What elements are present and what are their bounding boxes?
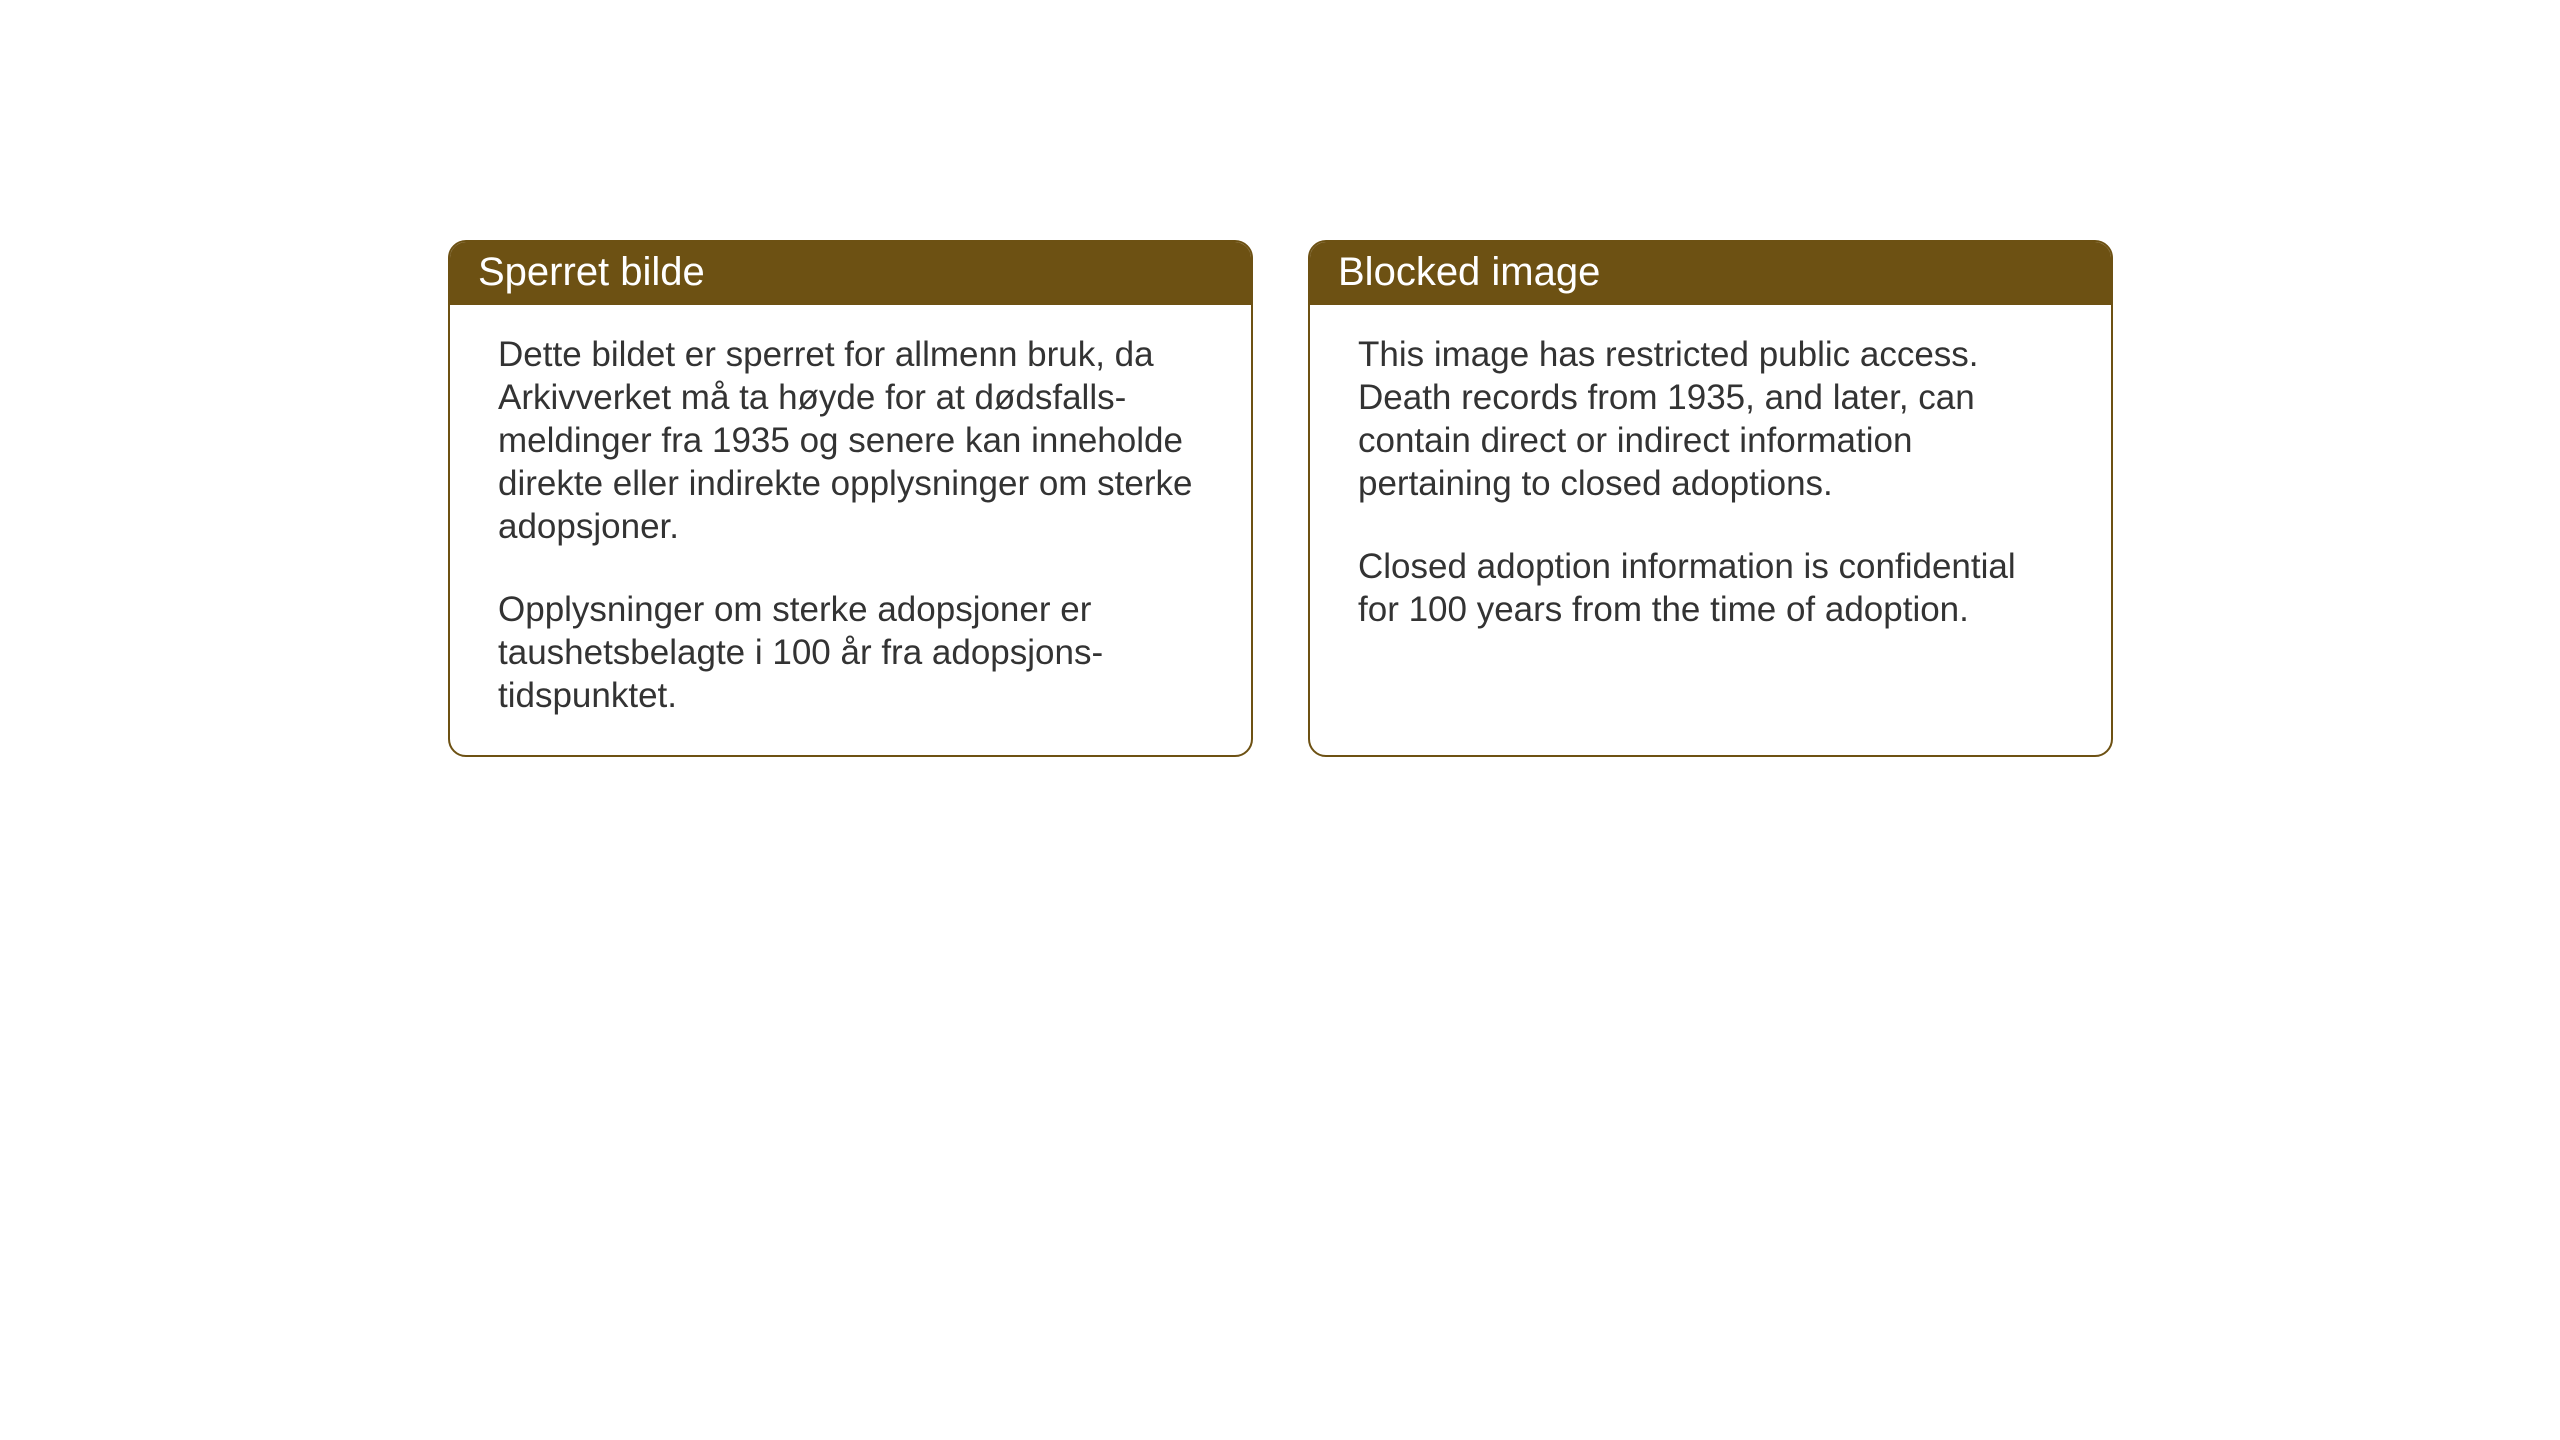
card-norwegian: Sperret bilde Dette bildet er sperret fo…	[448, 240, 1253, 757]
card-english-paragraph-1: This image has restricted public access.…	[1358, 333, 2063, 505]
card-english-title: Blocked image	[1338, 250, 1600, 294]
card-norwegian-header: Sperret bilde	[450, 242, 1251, 305]
card-english-body: This image has restricted public access.…	[1310, 305, 2111, 669]
card-english-header: Blocked image	[1310, 242, 2111, 305]
cards-container: Sperret bilde Dette bildet er sperret fo…	[448, 240, 2113, 757]
card-norwegian-body: Dette bildet er sperret for allmenn bruk…	[450, 305, 1251, 755]
card-english-paragraph-2: Closed adoption information is confident…	[1358, 545, 2063, 631]
card-norwegian-paragraph-1: Dette bildet er sperret for allmenn bruk…	[498, 333, 1203, 548]
card-english: Blocked image This image has restricted …	[1308, 240, 2113, 757]
card-norwegian-paragraph-2: Opplysninger om sterke adopsjoner er tau…	[498, 588, 1203, 717]
card-norwegian-title: Sperret bilde	[478, 250, 705, 294]
